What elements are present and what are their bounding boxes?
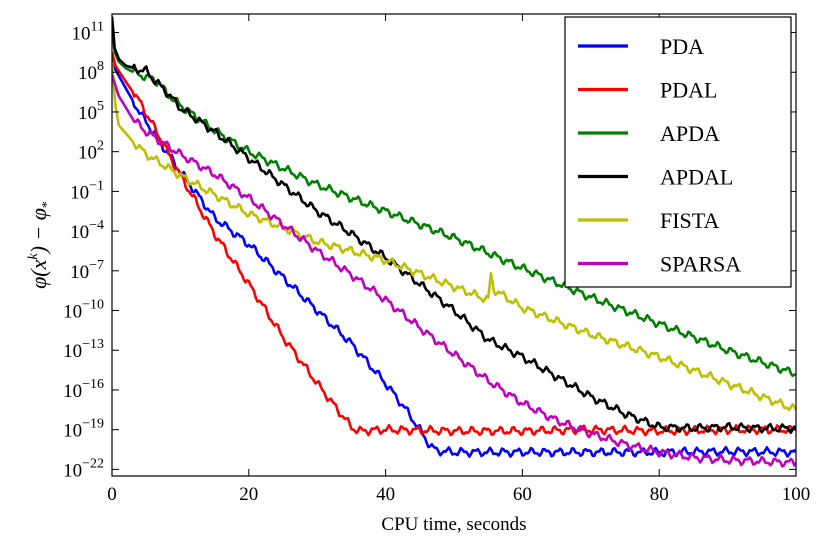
legend-items: PDA PDAL APDA APDAL FISTA SPARSA: [578, 34, 741, 277]
legend-label-pdal: PDAL: [660, 78, 717, 103]
y-tick-label: 10−13: [63, 337, 104, 362]
y-label-k: k: [26, 253, 41, 260]
y-axis-label: φ(xk) − φ*: [26, 201, 55, 289]
x-tick-label: 40: [376, 484, 395, 505]
ticks-layer: 0 20 40 60 80 100 1011 108 105 102 10−1 10−4 10−7 10−…: [63, 14, 810, 505]
x-tick-label: 80: [650, 484, 669, 505]
legend: PDA PDAL APDA APDAL FISTA SPARSA: [564, 16, 792, 288]
legend-label-pda: PDA: [660, 34, 704, 59]
y-tick-label: 10−1: [70, 178, 104, 203]
y-tick-label: 1011: [72, 20, 104, 45]
y-tick-label: 10−4: [70, 218, 104, 243]
x-tick-label: 20: [239, 484, 258, 505]
legend-box: [564, 16, 792, 288]
y-tick-label: 10−16: [63, 377, 104, 402]
legend-label-apda: APDA: [660, 121, 720, 146]
legend-label-sparsa: SPARSA: [660, 252, 741, 277]
series-line-pda: [112, 52, 796, 458]
y-label-open: (x: [26, 259, 51, 276]
y-tick-label: 10−22: [63, 456, 104, 481]
x-tick-label: 0: [107, 484, 117, 505]
series-line-apdal: [112, 16, 796, 435]
legend-label-apdal: APDAL: [660, 165, 733, 190]
legend-label-fista: FISTA: [660, 208, 719, 233]
x-axis-label: CPU time, seconds: [381, 514, 526, 535]
y-tick-label: 10−19: [63, 417, 104, 442]
y-tick-label: 10−10: [63, 298, 104, 323]
series-layer: [112, 16, 796, 468]
y-label-star: *: [40, 201, 55, 208]
y-tick-label: 108: [78, 59, 104, 84]
series-line-sparsa: [112, 74, 796, 468]
y-label-phi: φ: [26, 277, 51, 289]
y-label-close: ) − φ: [26, 208, 51, 255]
y-tick-label: 102: [78, 139, 104, 164]
x-tick-label: 100: [782, 484, 811, 505]
y-tick-label: 105: [78, 99, 104, 124]
plot-frame: [111, 13, 797, 477]
y-tick-label: 10−7: [70, 258, 104, 283]
series-line-fista: [112, 61, 796, 412]
x-tick-label: 60: [513, 484, 532, 505]
